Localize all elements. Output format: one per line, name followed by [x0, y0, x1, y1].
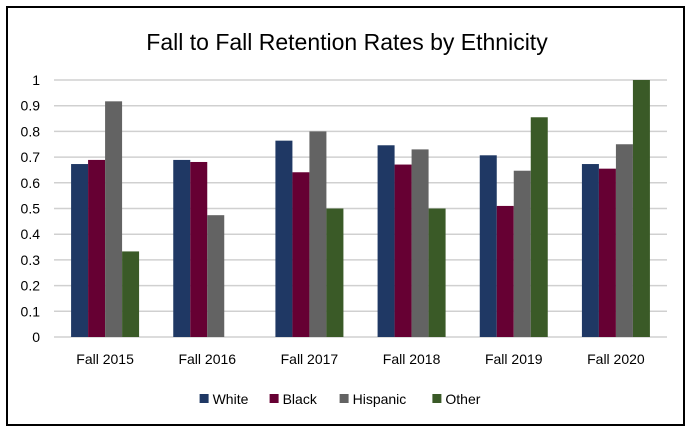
bar-white-fall-2015	[71, 164, 89, 337]
bar-other-fall-2019	[530, 117, 548, 337]
legend-label-other: Other	[445, 391, 480, 407]
bar-white-fall-2017	[275, 140, 293, 337]
legend-swatch-white	[199, 394, 209, 403]
bar-other-fall-2020	[632, 80, 650, 337]
legend-label-white: White	[213, 391, 249, 407]
x-tick-label: Fall 2015	[76, 351, 134, 367]
bar-black-fall-2017	[292, 172, 310, 337]
y-tick-label: 0.3	[21, 252, 41, 268]
bar-hispanic-fall-2018	[411, 149, 429, 337]
bar-white-fall-2018	[377, 145, 395, 337]
x-tick-label: Fall 2017	[281, 351, 339, 367]
y-tick-label: 0.7	[21, 149, 41, 165]
bar-white-fall-2020	[581, 164, 599, 337]
y-tick-label: 0.5	[21, 201, 41, 217]
bar-other-fall-2017	[326, 208, 344, 337]
x-tick-label: Fall 2016	[178, 351, 236, 367]
y-tick-label: 0.4	[21, 226, 41, 242]
y-tick-label: 0	[32, 329, 40, 345]
bar-hispanic-fall-2020	[615, 144, 633, 337]
gridlines	[54, 79, 667, 338]
x-tick-label: Fall 2018	[383, 351, 441, 367]
y-tick-label: 0.1	[21, 303, 41, 319]
x-tick-label: Fall 2019	[485, 351, 543, 367]
x-axis-ticks: Fall 2015 Fall 2016 Fall 2017 Fall 2018 Fall…	[76, 351, 645, 367]
y-tick-label: 0.6	[21, 175, 41, 191]
legend-swatch-hispanic	[339, 394, 349, 403]
bars	[71, 80, 650, 338]
bar-hispanic-fall-2015	[105, 101, 123, 338]
bar-white-fall-2016	[173, 159, 191, 337]
bar-black-fall-2015	[88, 159, 106, 337]
bar-other-fall-2018	[428, 208, 446, 337]
legend-swatch-other	[432, 394, 442, 403]
bar-other-fall-2015	[122, 251, 140, 337]
legend-swatch-black	[269, 394, 279, 403]
chart-title: Fall to Fall Retention Rates by Ethnicit…	[146, 29, 548, 55]
bar-black-fall-2020	[598, 168, 616, 337]
legend-label-hispanic: Hispanic	[353, 391, 407, 407]
y-tick-label: 0.9	[21, 98, 41, 114]
bar-black-fall-2018	[394, 164, 412, 337]
y-axis-ticks: 0 0.1 0.2 0.3 0.4 0.5 0.6 0.7 0.8 0.9 1	[21, 72, 41, 345]
bar-hispanic-fall-2019	[513, 170, 531, 337]
bar-white-fall-2019	[479, 155, 497, 337]
legend: White Black Hispanic Other	[199, 391, 481, 407]
y-tick-label: 0.8	[21, 123, 41, 139]
y-tick-label: 1	[32, 72, 40, 88]
bar-hispanic-fall-2017	[309, 131, 327, 337]
bar-black-fall-2019	[496, 205, 514, 337]
bar-hispanic-fall-2016	[207, 215, 225, 337]
bar-black-fall-2016	[190, 161, 208, 337]
legend-label-black: Black	[283, 391, 318, 407]
x-tick-label: Fall 2020	[587, 351, 645, 367]
y-tick-label: 0.2	[21, 278, 41, 294]
